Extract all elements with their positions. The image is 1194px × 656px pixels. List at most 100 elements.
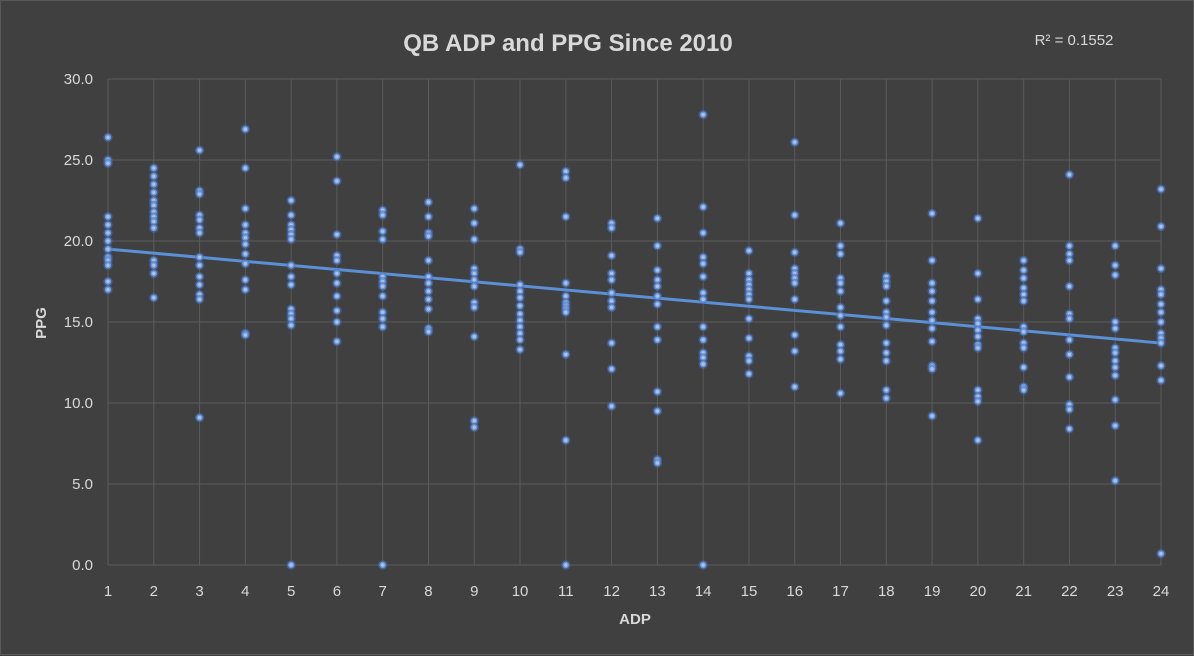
data-point (377, 291, 388, 301)
data-point (332, 229, 342, 240)
data-point (698, 322, 708, 332)
data-point (1110, 241, 1120, 251)
x-tick-label: 20 (970, 583, 987, 600)
data-point (286, 280, 296, 290)
x-tick-label: 5 (287, 583, 295, 600)
data-point (606, 223, 617, 233)
data-point (973, 294, 983, 305)
data-point (835, 310, 846, 321)
data-point (423, 255, 434, 266)
x-tick-label: 2 (150, 583, 158, 600)
data-point (332, 291, 342, 301)
x-tick-label: 6 (333, 583, 341, 600)
data-point (606, 288, 617, 298)
data-point (1110, 348, 1120, 358)
data-point (973, 268, 983, 279)
data-point (149, 163, 159, 173)
data-point (515, 301, 525, 311)
y-tick-label: 0.0 (72, 557, 93, 574)
data-point (103, 212, 113, 222)
data-point (332, 255, 342, 266)
data-point (881, 385, 892, 395)
data-point (973, 435, 983, 445)
data-point (698, 258, 708, 269)
data-point (1064, 349, 1075, 360)
data-point (1156, 375, 1166, 386)
y-tick-label: 5.0 (72, 476, 93, 493)
data-point (469, 203, 479, 214)
data-point (1156, 548, 1166, 559)
data-point (149, 187, 159, 198)
data-point (652, 281, 663, 292)
data-point (790, 346, 800, 356)
data-point (927, 278, 937, 288)
x-axis-ticks: 1 2 3 4 5 6 7 8 9 10 11 12 13 14 15 16 17 18 19 20 21 22 23 24 (104, 583, 1170, 600)
data-point (1110, 323, 1120, 334)
x-tick-label: 14 (695, 583, 712, 600)
data-point (561, 435, 571, 445)
data-point (835, 354, 846, 364)
data-point (332, 152, 342, 162)
data-point (744, 369, 754, 379)
x-tick-label: 13 (649, 583, 666, 600)
data-point (881, 296, 892, 306)
data-point (286, 234, 296, 245)
data-point (1110, 270, 1120, 280)
data-point (606, 338, 617, 348)
data-point (881, 356, 892, 366)
data-point (194, 280, 205, 290)
data-point (286, 320, 296, 330)
data-point (1110, 370, 1120, 381)
data-point (1110, 476, 1120, 486)
data-point (881, 348, 892, 358)
data-point (423, 304, 434, 314)
data-point (1064, 241, 1075, 251)
data-point (927, 364, 937, 374)
data-point (652, 335, 663, 345)
data-point (332, 268, 342, 279)
data-point (927, 315, 937, 326)
data-point (835, 218, 846, 228)
data-point (1018, 362, 1029, 373)
data-point (790, 382, 800, 392)
y-tick-label: 25.0 (64, 152, 93, 169)
data-point (835, 322, 846, 332)
y-tick-label: 30.0 (64, 71, 93, 88)
data-point (194, 294, 205, 305)
data-point (698, 359, 708, 369)
x-tick-label: 4 (241, 583, 249, 600)
y-tick-label: 10.0 (64, 395, 93, 412)
data-point (1018, 327, 1029, 337)
data-point (698, 109, 708, 120)
chart-title: QB ADP and PPG Since 2010 (403, 30, 732, 57)
data-point (194, 228, 205, 238)
data-point (240, 249, 251, 259)
data-point (1110, 260, 1120, 270)
data-point (240, 330, 251, 340)
data-point (1156, 338, 1166, 348)
data-point (561, 349, 571, 360)
data-point (149, 223, 159, 233)
x-axis-title: ADP (619, 611, 651, 628)
data-point (835, 241, 846, 251)
data-point (469, 302, 479, 313)
data-point (240, 239, 251, 249)
r-squared-label: R² = 0.1552 (1035, 32, 1114, 49)
data-point (194, 412, 205, 423)
data-point (698, 294, 708, 305)
data-point (423, 278, 434, 288)
data-point (698, 335, 708, 345)
data-point (606, 401, 617, 411)
data-point (927, 307, 937, 317)
data-point (652, 241, 663, 251)
data-point (1018, 296, 1029, 306)
gridlines (107, 78, 1162, 566)
x-tick-label: 19 (924, 583, 941, 600)
data-point (240, 284, 251, 295)
data-point (744, 294, 754, 305)
data-point (469, 422, 479, 432)
data-point (103, 260, 113, 270)
data-points (103, 109, 1166, 570)
data-point (927, 411, 937, 421)
x-tick-label: 18 (878, 583, 895, 600)
